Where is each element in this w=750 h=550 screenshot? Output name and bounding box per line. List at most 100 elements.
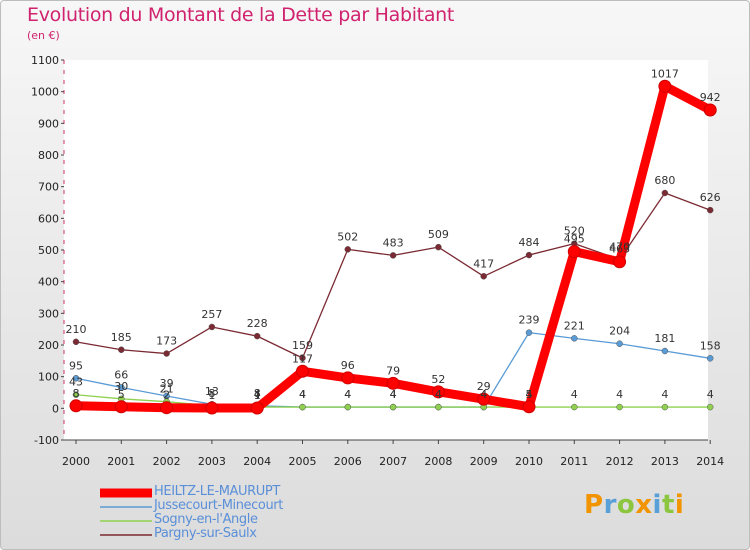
legend-swatch-pargny — [100, 534, 152, 536]
data-label-sogny-en-l-angle: 4 — [526, 388, 533, 401]
data-point-heiltz-le-maurupt — [250, 401, 264, 415]
data-point-heiltz-le-maurupt — [431, 385, 445, 399]
chart-series — [69, 79, 717, 415]
data-label-heiltz-le-maurupt: 29 — [477, 380, 491, 393]
x-tick-label: 2005 — [289, 455, 317, 468]
data-point-jussecourt-minecourt — [118, 384, 125, 391]
y-tick-label: 1100 — [31, 54, 59, 67]
data-label-heiltz-le-maurupt: 52 — [431, 373, 445, 386]
data-label-heiltz-le-maurupt: 8 — [73, 387, 80, 400]
data-point-sogny-en-l-angle — [344, 403, 352, 411]
data-label-pargny-sur-saulx: 417 — [473, 257, 494, 270]
data-point-heiltz-le-maurupt — [703, 103, 717, 117]
data-point-pargny-sur-saulx — [525, 251, 533, 259]
data-point-pargny-sur-saulx — [163, 350, 170, 357]
data-label-sogny-en-l-angle: 4 — [707, 388, 714, 401]
data-label-pargny-sur-saulx: 173 — [156, 335, 177, 348]
y-tick-label: 900 — [38, 117, 59, 130]
data-label-jussecourt-minecourt: 8 — [254, 387, 261, 400]
data-point-jussecourt-minecourt — [616, 340, 623, 347]
plot-area — [64, 60, 708, 440]
logo-letter: P — [584, 490, 604, 520]
data-point-jussecourt-minecourt — [706, 355, 714, 362]
y-tick-label: -100 — [34, 434, 59, 447]
data-label-sogny-en-l-angle: 4 — [435, 388, 442, 401]
legend-swatch-heiltz — [100, 488, 152, 498]
data-label-sogny-en-l-angle: 8 — [208, 387, 215, 400]
y-tick-label: 800 — [38, 149, 59, 162]
data-point-pargny-sur-saulx — [661, 189, 669, 197]
x-tick-label: 2014 — [696, 455, 724, 468]
data-point-pargny-sur-saulx — [299, 354, 306, 362]
x-tick-label: 2013 — [651, 455, 679, 468]
data-label-sogny-en-l-angle: 4 — [299, 388, 306, 401]
proxiti-logo[interactable]: Proxiti — [584, 490, 684, 520]
y-tick-label: 0 — [52, 402, 59, 415]
data-label-jussecourt-minecourt: 221 — [564, 319, 585, 332]
data-point-pargny-sur-saulx — [208, 323, 216, 331]
y-tick-label: 700 — [38, 181, 59, 194]
data-label-heiltz-le-maurupt: 1017 — [651, 67, 679, 80]
legend-swatch-sogny — [100, 520, 152, 522]
data-label-heiltz-le-maurupt: 1 — [208, 389, 215, 402]
y-tick-label: 100 — [38, 371, 59, 384]
data-label-heiltz-le-maurupt: 942 — [700, 91, 721, 104]
data-label-jussecourt-minecourt: 239 — [519, 314, 540, 327]
data-point-pargny-sur-saulx — [389, 252, 397, 259]
data-label-sogny-en-l-angle: 4 — [390, 388, 397, 401]
data-point-heiltz-le-maurupt — [522, 400, 536, 414]
x-tick-label: 2006 — [334, 455, 362, 468]
data-point-jussecourt-minecourt — [72, 375, 80, 382]
data-label-heiltz-le-maurupt: 96 — [341, 359, 355, 372]
data-label-jussecourt-minecourt: 39 — [160, 377, 174, 390]
data-label-sogny-en-l-angle: 4 — [344, 388, 351, 401]
data-point-sogny-en-l-angle — [389, 403, 397, 411]
data-label-pargny-sur-saulx: 484 — [519, 236, 540, 249]
data-label-pargny-sur-saulx: 680 — [654, 174, 675, 187]
data-label-jussecourt-minecourt: 4 — [435, 388, 442, 401]
data-point-sogny-en-l-angle — [571, 403, 578, 411]
data-label-sogny-en-l-angle: 4 — [616, 388, 623, 401]
data-point-sogny-en-l-angle — [299, 403, 306, 411]
data-label-heiltz-le-maurupt: 1 — [254, 389, 261, 402]
data-label-heiltz-le-maurupt: 5 — [118, 388, 125, 401]
data-label-sogny-en-l-angle: 43 — [69, 376, 83, 389]
data-label-pargny-sur-saulx: 228 — [247, 317, 268, 330]
data-label-jussecourt-minecourt: 13 — [205, 385, 219, 398]
y-tick-label: 600 — [38, 212, 59, 225]
x-tick-label: 2010 — [515, 455, 543, 468]
data-point-heiltz-le-maurupt — [296, 364, 309, 378]
data-label-pargny-sur-saulx: 470 — [609, 241, 630, 254]
logo-letter: t — [661, 490, 675, 520]
data-label-jussecourt-minecourt: 204 — [609, 325, 630, 338]
data-label-pargny-sur-saulx: 626 — [700, 191, 721, 204]
logo-letter: i — [652, 490, 662, 520]
data-label-heiltz-le-maurupt: 463 — [609, 243, 630, 256]
data-label-sogny-en-l-angle: 30 — [114, 380, 128, 393]
data-label-jussecourt-minecourt: 158 — [700, 339, 721, 352]
data-point-heiltz-le-maurupt — [160, 401, 174, 415]
x-tick-label: 2004 — [243, 455, 271, 468]
legend-label-pargny: Pargny-sur-Saulx — [154, 526, 257, 541]
x-tick-label: 2007 — [379, 455, 407, 468]
data-label-pargny-sur-saulx: 509 — [428, 228, 449, 241]
data-label-jussecourt-minecourt: 4 — [480, 388, 487, 401]
data-label-jussecourt-minecourt: 4 — [390, 388, 397, 401]
data-point-heiltz-le-maurupt — [567, 245, 581, 259]
chart-axes: -100 0 100 200 300 400 500 600 700 800 900 1000 1100… — [31, 54, 724, 468]
data-point-heiltz-le-maurupt — [205, 401, 219, 415]
data-label-jussecourt-minecourt: 66 — [114, 368, 128, 381]
data-label-sogny-en-l-angle: 4 — [661, 388, 668, 401]
data-point-pargny-sur-saulx — [435, 243, 442, 251]
logo-letter: i — [674, 490, 685, 520]
data-label-sogny-en-l-angle: 21 — [160, 383, 174, 396]
chart-title: Evolution du Montant de la Dette par Hab… — [27, 4, 455, 26]
x-tick-label: 2011 — [560, 455, 588, 468]
y-tick-label: 500 — [38, 244, 59, 257]
data-label-heiltz-le-maurupt: 79 — [386, 364, 400, 377]
chart-subtitle: (en €) — [27, 29, 60, 42]
data-label-pargny-sur-saulx: 257 — [201, 308, 222, 321]
data-point-heiltz-le-maurupt — [341, 371, 355, 385]
data-label-sogny-en-l-angle: 4 — [254, 388, 261, 401]
